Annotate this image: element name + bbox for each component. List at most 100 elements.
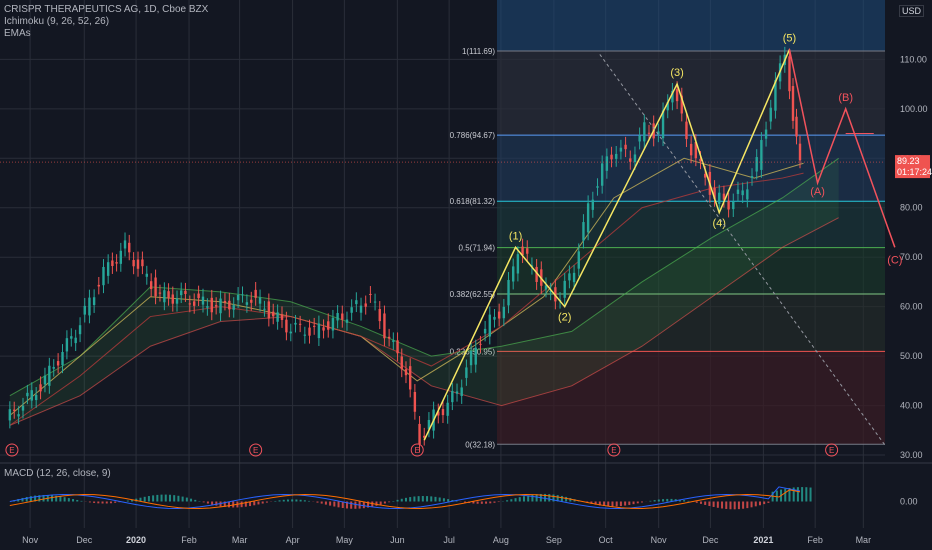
earnings-marker[interactable]: E [249, 443, 263, 457]
macd-bar [88, 501, 91, 503]
macd-bar [796, 487, 799, 502]
emas-label[interactable]: EMAs [4, 28, 31, 39]
candle-body [303, 334, 307, 336]
macd-bar [400, 498, 403, 502]
macd-bar [223, 501, 226, 507]
candle-body [163, 290, 166, 303]
macd-bar [801, 487, 804, 502]
macd-bar [548, 494, 551, 502]
price-axis: 30.0040.0050.0060.0070.0080.0090.00100.0… [900, 54, 928, 460]
candle-body [52, 367, 55, 369]
macd-bar [413, 496, 416, 502]
macd-bar [388, 501, 391, 503]
candle-body [123, 240, 127, 249]
macd-bar [632, 501, 635, 505]
ichimoku-label[interactable]: Ichimoku (9, 26, 52, 26) [4, 16, 110, 27]
macd-bar [594, 501, 597, 505]
macd-bar [105, 501, 108, 504]
x-tick-label: Sep [546, 535, 562, 545]
candle-body [263, 308, 266, 310]
macd-bar [341, 501, 344, 508]
macd-bar [463, 501, 466, 503]
macd-bar [55, 495, 58, 502]
candle-body [197, 293, 200, 299]
candle-body [145, 273, 148, 277]
macd-bar [295, 499, 298, 502]
y-tick-label: 80.00 [900, 203, 923, 213]
candle-body [154, 277, 157, 297]
x-tick-label: Nov [22, 535, 39, 545]
macd-bar [177, 495, 180, 502]
macd-bar [678, 499, 681, 502]
symbol-title: CRISPR THERAPEUTICS AG, 1D, Cboe BZX [4, 4, 209, 15]
elliott-label: (3) [670, 67, 683, 79]
candle-body [250, 299, 253, 303]
macd-bar [569, 498, 572, 502]
earnings-circle [825, 443, 839, 457]
candle-body [373, 301, 377, 303]
candle-body [750, 176, 754, 178]
earnings-letter: E [253, 446, 258, 455]
macd-bar [396, 499, 399, 502]
macd-bar [430, 496, 433, 502]
candle-body [791, 86, 795, 121]
candle-body [760, 140, 763, 170]
candle-body [387, 336, 391, 339]
macd-bar [535, 494, 538, 502]
macd-bar [531, 494, 534, 502]
macd-bar [375, 501, 378, 506]
macd-bar [147, 496, 150, 502]
earnings-marker[interactable]: E [607, 443, 621, 457]
candle-body [465, 367, 468, 378]
macd-bar [767, 501, 770, 503]
macd-bar [244, 501, 247, 507]
macd-bar [699, 501, 702, 504]
fib-zone [497, 0, 885, 51]
macd-bar [809, 487, 812, 502]
earnings-marker[interactable]: E [5, 443, 19, 457]
macd-bar [173, 495, 176, 502]
macd-label[interactable]: MACD (12, 26, close, 9) [4, 468, 111, 479]
candle-body [219, 298, 222, 314]
y-tick-label: 70.00 [900, 252, 923, 262]
ichimoku-span-b [9, 217, 839, 426]
macd-bar [185, 497, 188, 502]
candle-body [258, 297, 262, 304]
macd-bar [472, 501, 475, 504]
macd-bar [784, 488, 787, 502]
earnings-letter: E [611, 446, 616, 455]
macd-bar [636, 501, 639, 504]
currency-badge[interactable]: USD [898, 5, 924, 17]
y-tick-label: 30.00 [900, 450, 923, 460]
countdown-label: 01:17:24 [897, 167, 932, 177]
earnings-marker[interactable]: E [410, 443, 424, 457]
macd-bar [160, 494, 163, 502]
macd-bar [683, 500, 686, 502]
earnings-marker[interactable]: E [825, 443, 839, 457]
candle-body [596, 186, 599, 188]
x-tick-label: Feb [807, 535, 823, 545]
candle-body [128, 242, 131, 253]
x-tick-label: 2020 [126, 535, 146, 545]
macd-bar [126, 500, 129, 502]
macd-bar [619, 501, 622, 507]
candle-body [502, 306, 506, 319]
fib-zones: 1(111.69) 0.786(94.67) 0.618(81.32) 0.5(71.… [450, 0, 885, 449]
candle-body [26, 392, 29, 397]
candle-body [600, 163, 604, 186]
macd-bar [556, 495, 559, 502]
candle-body [694, 142, 698, 159]
candle-body [591, 199, 595, 210]
macd-bar [362, 501, 365, 509]
x-tick-label: Feb [181, 535, 197, 545]
macd-bar [371, 501, 374, 507]
macd-bar [25, 496, 28, 502]
trend-line [599, 54, 886, 446]
macd-bar [438, 497, 441, 502]
candle-body [512, 266, 515, 282]
candle-body [228, 300, 231, 310]
macd-bar [152, 495, 155, 502]
candle-body [345, 319, 349, 323]
candle-body [210, 297, 213, 313]
